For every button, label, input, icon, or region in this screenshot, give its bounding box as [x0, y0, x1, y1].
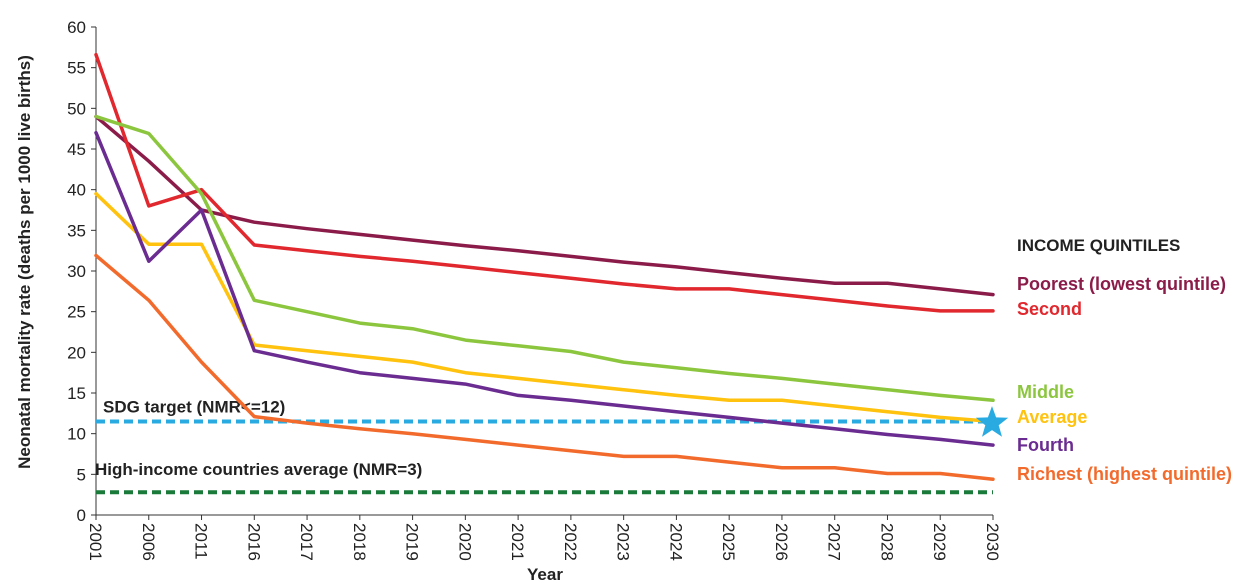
y-tick-label: 55	[67, 59, 86, 78]
y-tick-label: 25	[67, 303, 86, 322]
legend-label: Richest (highest quintile)	[1017, 464, 1232, 484]
x-axis-title: Year	[527, 565, 563, 584]
x-tick-label: 2001	[86, 523, 105, 561]
x-tick-label: 2006	[139, 523, 158, 561]
legend-label: Average	[1017, 407, 1087, 427]
x-tick-label: 2029	[930, 523, 949, 561]
y-tick-label: 45	[67, 140, 86, 159]
x-tick-label: 2022	[561, 523, 580, 561]
x-tick-label: 2028	[877, 523, 896, 561]
x-tick-label: 2024	[666, 523, 685, 561]
y-tick-label: 40	[67, 181, 86, 200]
y-tick-label: 50	[67, 99, 86, 118]
legend-label: Second	[1017, 299, 1082, 319]
series-line	[94, 130, 995, 447]
y-tick-label: 30	[67, 262, 86, 281]
y-tick-label: 35	[67, 221, 86, 240]
x-tick-label: 2023	[614, 523, 633, 561]
marker-layer	[975, 406, 1009, 437]
x-tick-label: 2027	[825, 523, 844, 561]
x-tick-label: 2020	[455, 523, 474, 561]
x-tick-label: 2018	[350, 523, 369, 561]
reference-lines: SDG target (NMR<=12) High-income countrie…	[95, 397, 993, 495]
y-axis-title: Neonatal mortality rate (deaths per 1000…	[15, 55, 34, 469]
series-lines	[94, 52, 995, 481]
series-line	[94, 114, 995, 297]
x-tick-label: 2016	[244, 523, 263, 561]
legend-title: INCOME QUINTILES	[1017, 236, 1180, 255]
y-tick-label: 20	[67, 343, 86, 362]
series-line	[94, 114, 995, 403]
y-tick-label: 60	[67, 18, 86, 37]
y-tick-label: 15	[67, 384, 86, 403]
x-tick-label: 2011	[192, 523, 211, 560]
x-tick-label: 2021	[508, 523, 527, 561]
star-icon	[975, 406, 1009, 437]
legend: Poorest (lowest quintile) Second Middle Ave…	[1017, 274, 1232, 484]
legend-label: Poorest (lowest quintile)	[1017, 274, 1226, 294]
legend-label: Middle	[1017, 382, 1074, 402]
y-tick-label: 10	[67, 425, 86, 444]
x-tick-label: 2026	[772, 523, 791, 561]
x-tick-label: 2030	[983, 523, 1002, 561]
x-tick-label: 2019	[403, 523, 422, 561]
series-line	[94, 253, 995, 481]
y-tick-label: 0	[77, 506, 86, 525]
x-tick-label: 2025	[719, 523, 738, 561]
x-tick-label: 2017	[297, 523, 316, 561]
reference-line-label: High-income countries average (NMR=3)	[95, 460, 422, 479]
legend-label: Fourth	[1017, 435, 1074, 455]
x-axis-ticks: 2001 2006 2011 2016 2017 2018 2019 2020 2021 2022…	[86, 515, 1002, 561]
series-line	[94, 52, 995, 313]
reference-line-label: SDG target (NMR<=12)	[103, 397, 285, 416]
y-tick-label: 5	[77, 465, 86, 484]
y-axis-ticks: 0 5 10 15 20 25 30 35 40 45 50 55 60	[67, 18, 96, 525]
